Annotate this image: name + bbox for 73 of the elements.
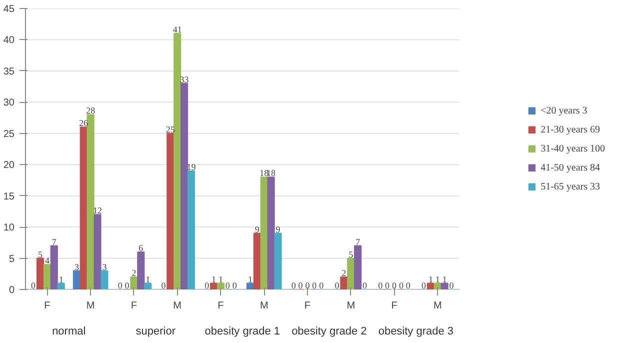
y-tick-label: 40: [3, 35, 15, 46]
data-label: 0: [449, 280, 454, 290]
data-label: 0: [31, 280, 36, 290]
data-label: 0: [319, 280, 324, 290]
x-tick-label: F: [391, 300, 398, 312]
data-label: 0: [398, 280, 404, 290]
data-label: 0: [161, 280, 166, 290]
legend-label: 41-50 years 84: [540, 162, 600, 173]
data-label: 1: [442, 274, 447, 284]
data-label: 0: [334, 280, 340, 290]
data-label: 0: [305, 280, 310, 290]
data-label: 1: [428, 274, 433, 284]
data-label: 1: [218, 274, 223, 284]
x-tick-label: M: [173, 300, 182, 312]
data-label: 5: [348, 249, 354, 260]
data-label: 0: [118, 280, 123, 290]
data-label: 5: [38, 249, 43, 260]
x-tick-label: M: [86, 300, 95, 312]
x-tick-label: M: [346, 300, 356, 312]
data-label: 1: [146, 274, 150, 284]
text: obesity grade 1: [204, 326, 280, 338]
data-label: 1: [435, 274, 440, 284]
text: superior: [136, 326, 176, 338]
data-label: 0: [232, 280, 238, 290]
data-label: 0: [406, 280, 411, 290]
y-tick-label: 15: [3, 191, 15, 202]
y-tick-label: 5: [8, 254, 15, 265]
y-tick-label: 10: [3, 222, 15, 234]
legend-label: <20 years 3: [540, 105, 588, 116]
data-label: 1: [212, 274, 216, 284]
data-label: 2: [342, 268, 346, 278]
data-label: 41: [172, 24, 182, 34]
data-label: 0: [422, 280, 426, 290]
legend-label: 51-65 years 33: [540, 181, 600, 192]
text: obesity grade 2: [292, 326, 367, 338]
x-tick-label: M: [260, 300, 268, 312]
data-label: 1: [58, 274, 64, 284]
data-label: 3: [74, 262, 80, 272]
x-tick-label: F: [130, 300, 138, 312]
y-tick-label: 45: [3, 4, 15, 15]
data-label: 0: [225, 280, 230, 290]
data-label: 0: [385, 280, 390, 290]
data-label: 0: [392, 280, 397, 290]
y-tick-label: 0: [8, 285, 15, 296]
data-label: 0: [378, 280, 384, 290]
x-tick-label: F: [304, 300, 311, 312]
y-tick-label: 30: [3, 98, 15, 109]
data-label: 1: [248, 274, 252, 284]
data-label: 7: [52, 236, 57, 247]
legend-label: 21-30 years 69: [540, 124, 600, 135]
data-label: 28: [86, 106, 96, 116]
data-label: 6: [138, 243, 144, 254]
y-tick-label: 35: [3, 66, 15, 78]
data-label: 4: [44, 256, 50, 266]
y-tick-label: 20: [3, 160, 15, 172]
data-label: 2: [132, 268, 136, 278]
data-label: 0: [362, 280, 368, 290]
y-tick-label: 25: [3, 128, 15, 140]
data-label: 3: [102, 262, 108, 272]
data-label: 0: [124, 280, 130, 290]
x-tick-label: M: [433, 300, 442, 312]
legend-label: 31-40 years 100: [540, 143, 605, 154]
data-label: 0: [298, 280, 304, 290]
data-label: 7: [356, 236, 361, 247]
data-label: 9: [276, 224, 281, 234]
data-label: 0: [291, 280, 296, 290]
text: obesity grade 3: [378, 326, 454, 338]
data-label: 9: [254, 224, 260, 234]
x-tick-label: F: [44, 300, 50, 312]
x-tick-label: F: [218, 300, 224, 312]
data-label: 0: [312, 280, 318, 290]
data-label: 0: [204, 280, 210, 290]
text: normal: [52, 326, 86, 338]
